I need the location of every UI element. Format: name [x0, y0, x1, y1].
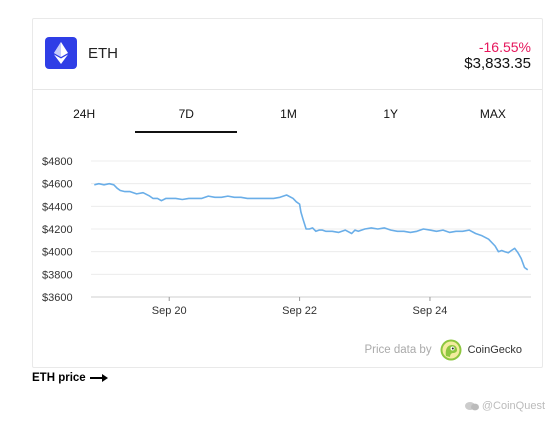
tab-7d[interactable]: 7D	[135, 99, 238, 133]
y-tick-label: $4000	[42, 247, 73, 259]
y-tick-label: $4600	[42, 179, 73, 191]
y-tick-label: $3800	[42, 269, 73, 281]
timeframe-tabs: 24H 7D 1M 1Y MAX	[33, 99, 544, 133]
y-tick-label: $4200	[42, 224, 73, 236]
price-attribution: Price data by CoinGecko	[364, 339, 522, 361]
current-price: $3,833.35	[464, 55, 531, 72]
tab-1m[interactable]: 1M	[280, 107, 297, 121]
coingecko-logo-icon[interactable]	[440, 339, 462, 361]
price-line	[94, 182, 529, 271]
y-tick-label: $4800	[42, 156, 73, 168]
y-tick-label: $3600	[42, 292, 73, 304]
watermark-text: @CoinQuest	[481, 400, 545, 412]
y-tick-label: $4400	[42, 201, 73, 213]
attribution-label: Price data by	[364, 344, 432, 356]
eth-price-label[interactable]: ETH price	[32, 372, 86, 384]
x-tick-label: Sep 24	[413, 305, 448, 317]
ethereum-icon	[45, 37, 77, 69]
price-chart: $4800 $4600 $4400 $4200 $4000 $3800 $3600 Sep 2…	[42, 156, 531, 317]
arrow-right-icon	[89, 374, 108, 382]
eth-price-link[interactable]: ETH price	[32, 372, 108, 384]
tabs-divider	[33, 89, 542, 90]
price-card: ETH -16.55% $3,833.35 24H 7D 1M 1Y MAX $…	[32, 18, 543, 368]
x-tick-label: Sep 20	[152, 305, 187, 317]
tab-max[interactable]: MAX	[479, 107, 506, 121]
tab-24h[interactable]: 24H	[73, 107, 96, 121]
watermark: @CoinQuest	[464, 400, 545, 412]
tab-1y[interactable]: 1Y	[383, 107, 399, 121]
coingecko-brand[interactable]: CoinGecko	[467, 344, 522, 356]
price-change-badge: -16.55%	[478, 39, 531, 55]
coin-name: ETH	[88, 45, 118, 62]
x-tick-label: Sep 22	[282, 305, 317, 317]
wechat-icon	[464, 402, 479, 411]
